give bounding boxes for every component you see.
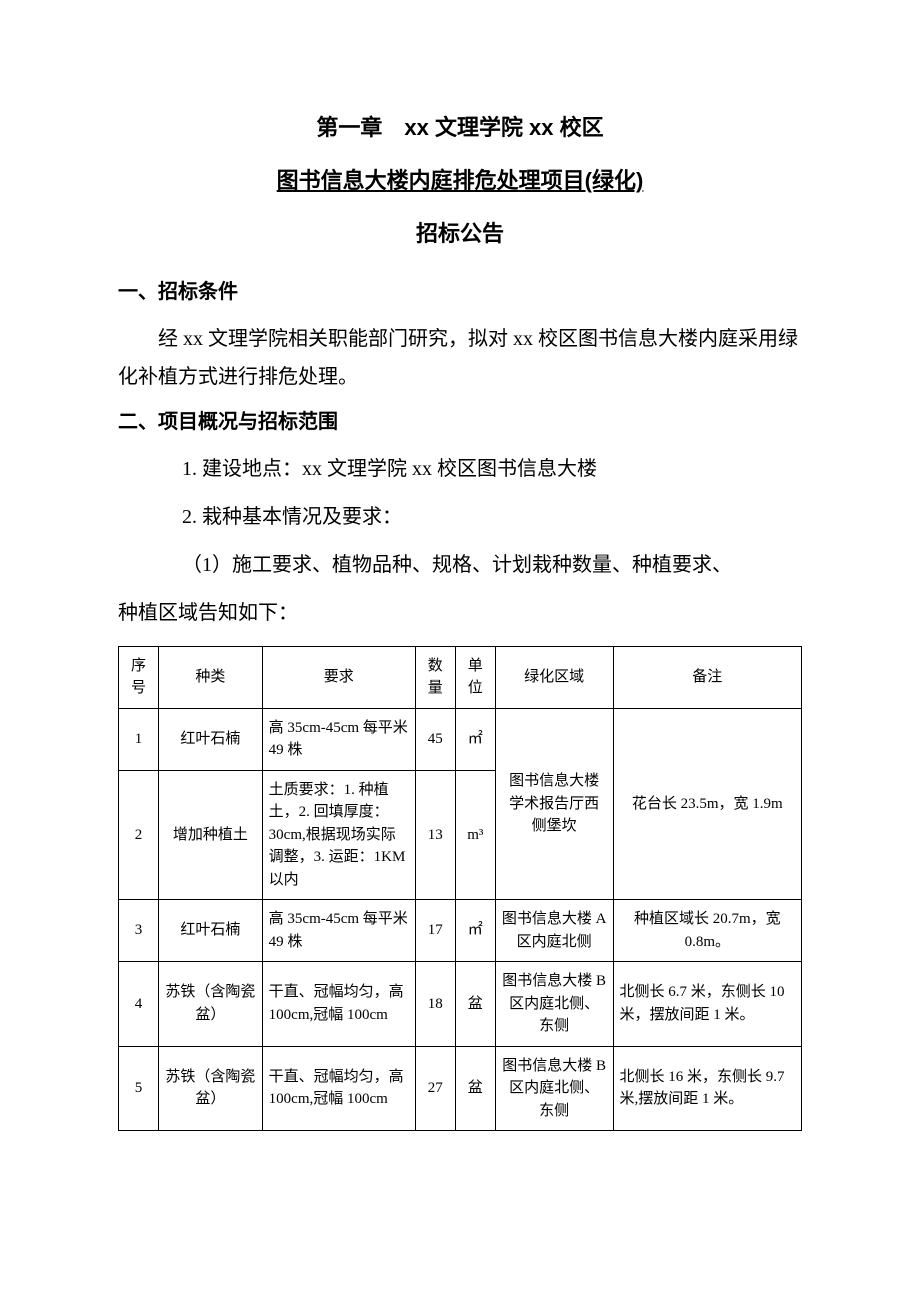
cell-qty: 18 [415,962,455,1047]
cell-req: 干直、冠幅均匀，高 100cm,冠幅 100cm [262,1046,415,1131]
cell-type: 苏铁（含陶瓷盆） [159,962,263,1047]
th-area: 绿化区域 [495,646,613,708]
th-qty: 数量 [415,646,455,708]
cell-note: 花台长 23.5m，宽 1.9m [613,708,801,900]
table-row: 1 红叶石楠 高 35cm-45cm 每平米 49 株 45 ㎡ 图书信息大楼学… [119,708,802,770]
cell-seq: 2 [119,770,159,900]
cell-qty: 13 [415,770,455,900]
table-row: 4 苏铁（含陶瓷盆） 干直、冠幅均匀，高 100cm,冠幅 100cm 18 盆… [119,962,802,1047]
cell-unit: ㎡ [455,708,495,770]
cell-seq: 3 [119,900,159,962]
cell-note: 北侧长 16 米，东侧长 9.7 米,摆放间距 1 米。 [613,1046,801,1131]
cell-unit: ㎡ [455,900,495,962]
cell-unit: 盆 [455,962,495,1047]
cell-note: 北侧长 6.7 米，东侧长 10 米，摆放间距 1 米。 [613,962,801,1047]
th-seq: 序号 [119,646,159,708]
cell-type: 红叶石楠 [159,900,263,962]
section-2-item-2: 2. 栽种基本情况及要求： [118,498,802,536]
cell-area: 图书信息大楼 A 区内庭北侧 [495,900,613,962]
cell-req: 干直、冠幅均匀，高 100cm,冠幅 100cm [262,962,415,1047]
cell-req: 高 35cm-45cm 每平米 49 株 [262,900,415,962]
th-unit: 单位 [455,646,495,708]
section-2-spec-line-2: 种植区域告知如下： [118,594,802,632]
table-header-row: 序号 种类 要求 数量 单位 绿化区域 备注 [119,646,802,708]
table-row: 3 红叶石楠 高 35cm-45cm 每平米 49 株 17 ㎡ 图书信息大楼 … [119,900,802,962]
cell-seq: 1 [119,708,159,770]
section-2-spec-line-1: （1）施工要求、植物品种、规格、计划栽种数量、种植要求、 [118,546,802,584]
subtitle: 招标公告 [118,216,802,251]
cell-req: 土质要求：1. 种植土，2. 回填厚度：30cm,根据现场实际调整，3. 运距：… [262,770,415,900]
cell-qty: 27 [415,1046,455,1131]
spec-table: 序号 种类 要求 数量 单位 绿化区域 备注 1 红叶石楠 高 35cm-45c… [118,646,802,1132]
cell-seq: 5 [119,1046,159,1131]
section-2-heading: 二、项目概况与招标范围 [118,406,802,438]
cell-seq: 4 [119,962,159,1047]
cell-unit: m³ [455,770,495,900]
th-type: 种类 [159,646,263,708]
cell-area: 图书信息大楼 B 区内庭北侧、东侧 [495,962,613,1047]
cell-qty: 45 [415,708,455,770]
cell-unit: 盆 [455,1046,495,1131]
cell-req: 高 35cm-45cm 每平米 49 株 [262,708,415,770]
th-note: 备注 [613,646,801,708]
th-req: 要求 [262,646,415,708]
table-row: 5 苏铁（含陶瓷盆） 干直、冠幅均匀，高 100cm,冠幅 100cm 27 盆… [119,1046,802,1131]
section-1-paragraph: 经 xx 文理学院相关职能部门研究，拟对 xx 校区图书信息大楼内庭采用绿化补植… [118,320,802,396]
cell-type: 红叶石楠 [159,708,263,770]
document-title: 图书信息大楼内庭排危处理项目(绿化) [118,163,802,198]
cell-type: 苏铁（含陶瓷盆） [159,1046,263,1131]
cell-area: 图书信息大楼学术报告厅西侧堡坎 [495,708,613,900]
chapter-title: 第一章 xx 文理学院 xx 校区 [118,110,802,145]
cell-area: 图书信息大楼 B 区内庭北侧、东侧 [495,1046,613,1131]
section-2-item-1: 1. 建设地点：xx 文理学院 xx 校区图书信息大楼 [118,450,802,488]
cell-type: 增加种植土 [159,770,263,900]
cell-note: 种植区域长 20.7m，宽 0.8m。 [613,900,801,962]
section-1-heading: 一、招标条件 [118,276,802,308]
cell-qty: 17 [415,900,455,962]
